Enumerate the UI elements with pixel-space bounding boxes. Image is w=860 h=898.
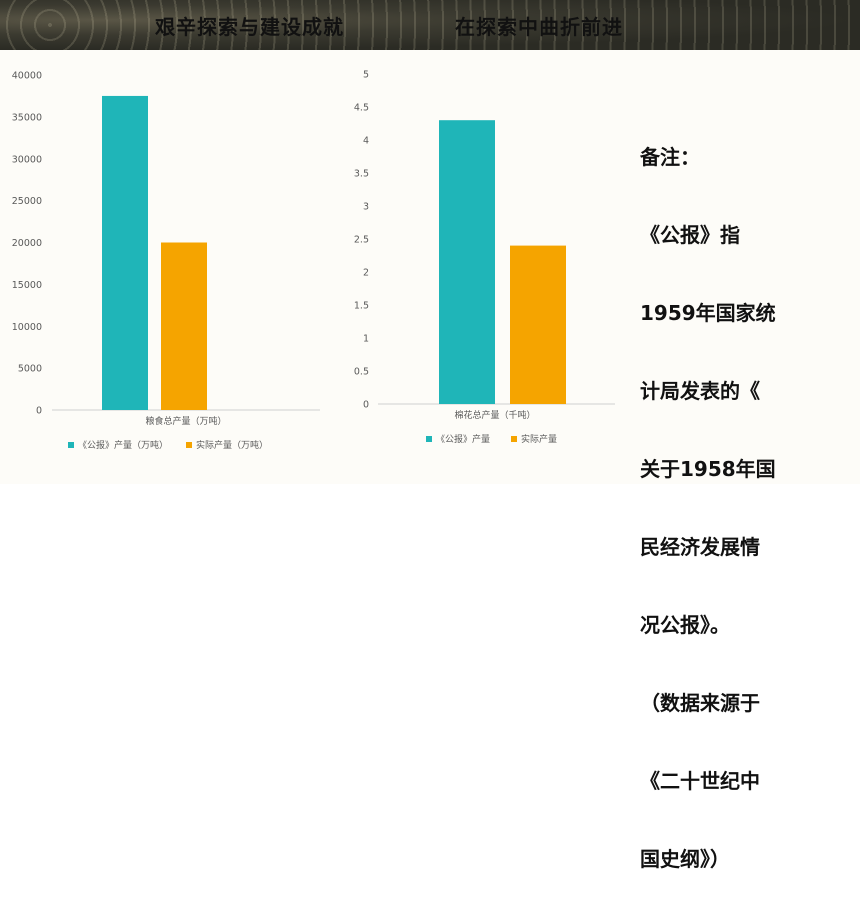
y-tick-label: 1.5 — [354, 301, 369, 312]
note-line: 《公报》指 — [640, 223, 740, 247]
y-tick-label: 4.5 — [354, 103, 369, 114]
note-line: 《二十世纪中 — [640, 769, 760, 793]
legend-swatch — [68, 442, 74, 448]
header-banner: 艰辛探索与建设成就 在探索中曲折前进 — [0, 0, 860, 50]
note-line: 1959年国家统 — [640, 301, 776, 325]
y-tick-label: 3.5 — [354, 169, 369, 180]
y-tick-label: 30000 — [12, 154, 42, 165]
y-tick-label: 20000 — [12, 238, 42, 249]
y-tick-label: 5000 — [18, 364, 42, 375]
y-tick-label: 2.5 — [354, 235, 369, 246]
note-line: （数据来源于 — [640, 691, 760, 715]
y-tick-label: 5 — [363, 70, 369, 81]
y-tick-label: 0 — [36, 406, 42, 417]
footnote: 备注： 《公报》指 1959年国家统 计局发表的《 关于1958年国 民经济发展… — [640, 92, 840, 898]
banner-pattern — [0, 0, 860, 50]
note-line: 民经济发展情 — [640, 535, 760, 559]
y-tick-label: 15000 — [12, 280, 42, 291]
note-line: 关于1958年国 — [640, 457, 776, 481]
grain-output-chart: 0 5000 10000 15000 20000 25000 30000 35000 40000… — [12, 71, 320, 451]
legend-swatch — [186, 442, 192, 448]
bar — [439, 120, 495, 404]
note-line: 计局发表的《 — [640, 379, 760, 403]
y-tick-label: 10000 — [12, 322, 42, 333]
legend-label: 实际产量（万吨） — [196, 439, 268, 451]
category-label: 粮食总产量（万吨） — [145, 415, 226, 427]
note-line: 况公报》。 — [640, 613, 730, 637]
header-title-right: 在探索中曲折前进 — [455, 15, 623, 39]
y-tick-label: 1 — [363, 334, 369, 345]
bar — [102, 95, 148, 410]
y-tick-label: 25000 — [12, 196, 42, 207]
bar — [510, 245, 566, 404]
y-tick-label: 0 — [363, 400, 369, 411]
slide-content: 0 5000 10000 15000 20000 25000 30000 35000 40000… — [0, 50, 860, 484]
y-tick-label: 2 — [363, 268, 369, 279]
header-title-left: 艰辛探索与建设成就 — [155, 15, 344, 39]
note-line: 备注： — [640, 145, 700, 169]
cotton-output-chart: 0 0.5 1 1.5 2 2.5 3 3.5 4 4.5 5 棉花总产量（千吨） 《公报》产量 实际产量 — [354, 70, 615, 445]
legend-label: 实际产量 — [521, 433, 557, 445]
note-line: 国史纲》） — [640, 847, 730, 871]
legend-label: 《公报》产量（万吨） — [78, 439, 168, 451]
y-tick-label: 4 — [363, 136, 369, 147]
bar — [161, 242, 207, 410]
legend-swatch — [426, 436, 432, 442]
legend-swatch — [511, 436, 517, 442]
y-tick-label: 35000 — [12, 112, 42, 123]
category-label: 棉花总产量（千吨） — [454, 409, 535, 421]
y-tick-label: 40000 — [12, 71, 42, 82]
legend-label: 《公报》产量 — [436, 433, 490, 445]
y-tick-label: 3 — [363, 202, 369, 213]
y-tick-label: 0.5 — [354, 367, 369, 378]
